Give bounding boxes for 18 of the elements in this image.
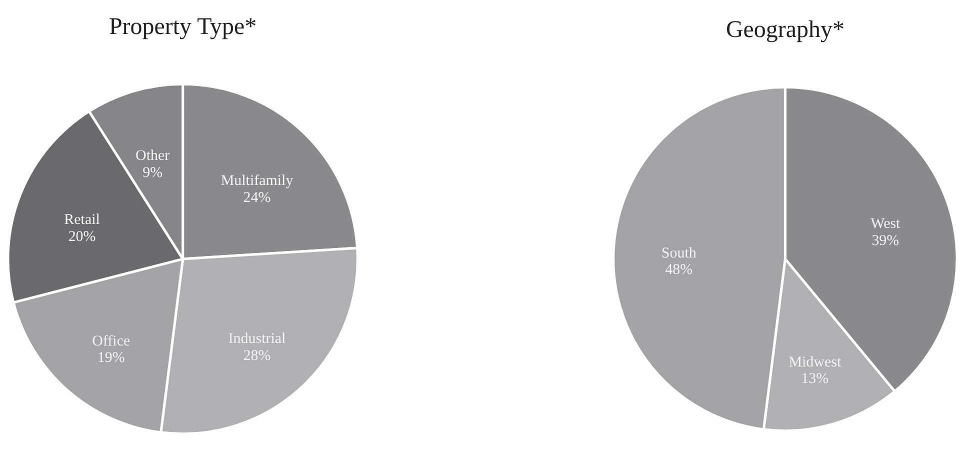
slice-label: South [661,245,697,262]
data-label: 9% [142,164,163,181]
data-label: 13% [801,371,829,388]
chart-title: Geography* [726,17,844,44]
slice-label: Retail [64,212,100,228]
slice-label: Multifamily [220,172,294,189]
chart-title: Property Type* [108,14,257,40]
data-label: 28% [243,348,271,364]
data-label: 48% [665,262,693,278]
data-label: 20% [68,229,96,246]
data-label: 19% [97,350,125,366]
slice-label: Office [92,333,130,350]
data-label: 39% [872,232,900,249]
slice-label: Midwest [788,354,842,370]
slice-label: Other [136,148,170,164]
slice-label: Industrial [228,330,286,347]
data-label: 24% [243,190,271,206]
slice-label: West [870,216,902,232]
